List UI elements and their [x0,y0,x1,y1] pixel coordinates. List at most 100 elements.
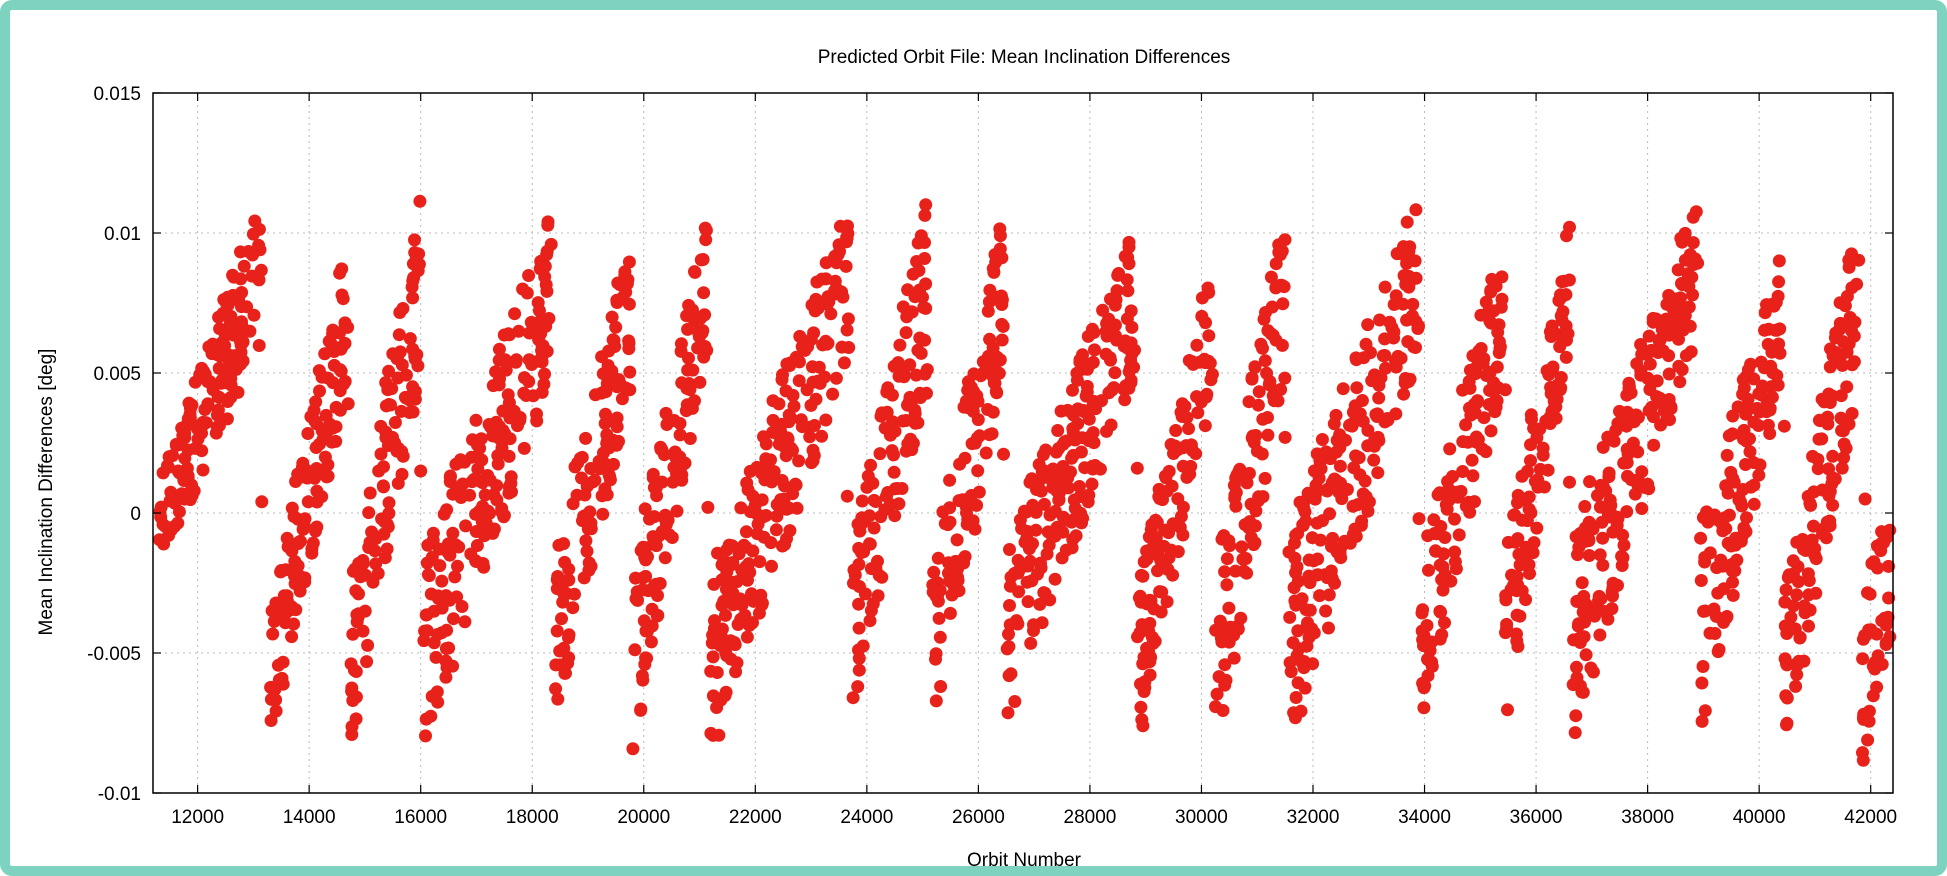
y-tick-label: 0 [130,504,141,525]
data-point [1070,366,1084,380]
axis-ticks: 12000 14000 16000 18000 20000 22000 24000 26000… [87,84,1897,828]
data-point [759,437,773,451]
data-point [1765,345,1779,359]
data-point [1613,404,1626,418]
data-point [1316,514,1329,528]
data-point [1186,357,1200,371]
data-point [841,227,855,240]
data-point [336,292,350,306]
data-point [866,597,880,611]
data-point [360,655,374,669]
data-point [1780,716,1794,730]
data-point [1329,408,1343,422]
data-point [1387,331,1401,345]
data-point [1176,500,1190,514]
data-point [1396,297,1410,311]
data-point [651,608,665,622]
data-point [377,527,391,541]
data-point [285,544,299,558]
data-point [1118,249,1132,263]
data-point [1685,270,1699,284]
data-point [1402,269,1416,283]
data-point [740,476,754,490]
data-point [1245,371,1259,385]
data-point [1772,275,1786,289]
data-point [1811,453,1825,466]
data-point [1812,432,1826,446]
data-point [650,489,664,503]
data-point [308,414,322,428]
data-point [1707,602,1721,616]
outlier-point [414,464,428,478]
data-point [1274,383,1288,396]
data-point [635,669,649,683]
data-point [285,501,299,515]
data-point [1294,704,1308,718]
data-point [943,473,957,487]
data-point [1510,569,1524,583]
data-point [1835,358,1849,372]
data-point [575,450,589,464]
data-point [950,533,964,547]
data-point [419,608,433,622]
data-point [1504,583,1518,596]
data-point [629,571,642,585]
data-point [1303,576,1317,590]
data-point [1671,317,1685,331]
data-point [1579,648,1593,662]
data-point [405,280,419,294]
data-point [1437,547,1451,561]
x-tick-label: 32000 [1287,807,1340,828]
data-point [697,350,711,364]
data-point [1066,448,1080,462]
data-point [789,350,803,364]
data-point [1265,300,1279,314]
data-point [1559,350,1573,364]
data-point [247,308,261,322]
data-point [235,300,248,314]
outlier-point [1563,475,1576,489]
data-point [1848,315,1862,329]
data-point [1420,619,1434,632]
data-point [1176,441,1190,455]
data-point [417,634,431,648]
data-point [237,259,251,273]
data-point [452,540,466,554]
data-point [1276,297,1290,311]
data-point [509,355,523,369]
data-point [602,344,616,358]
data-point [1029,523,1043,537]
data-point [234,335,247,348]
data-point [522,353,536,367]
data-point [1248,519,1262,533]
data-point [1689,205,1703,219]
data-point [1264,270,1278,284]
data-point [206,383,220,397]
data-point [1456,465,1470,478]
data-point [1811,462,1825,476]
data-point [1547,402,1561,415]
data-point [599,385,613,399]
data-point [266,627,280,641]
data-point [662,414,676,428]
data-point [973,429,987,443]
data-point [224,309,238,323]
data-point [1155,585,1169,599]
data-point [637,614,651,628]
data-point [883,498,897,511]
data-point [451,559,464,573]
data-point [855,494,869,508]
data-point [775,373,789,387]
data-point [337,377,351,391]
data-point [1722,508,1736,522]
data-point [1559,319,1573,333]
data-point [181,443,195,457]
x-tick-label: 14000 [283,807,336,828]
data-point [1617,538,1631,552]
data-point [1072,480,1086,493]
data-point [1027,618,1040,632]
data-point [1378,415,1392,429]
data-point [376,479,390,493]
data-point [1267,394,1281,408]
data-point [420,624,434,638]
